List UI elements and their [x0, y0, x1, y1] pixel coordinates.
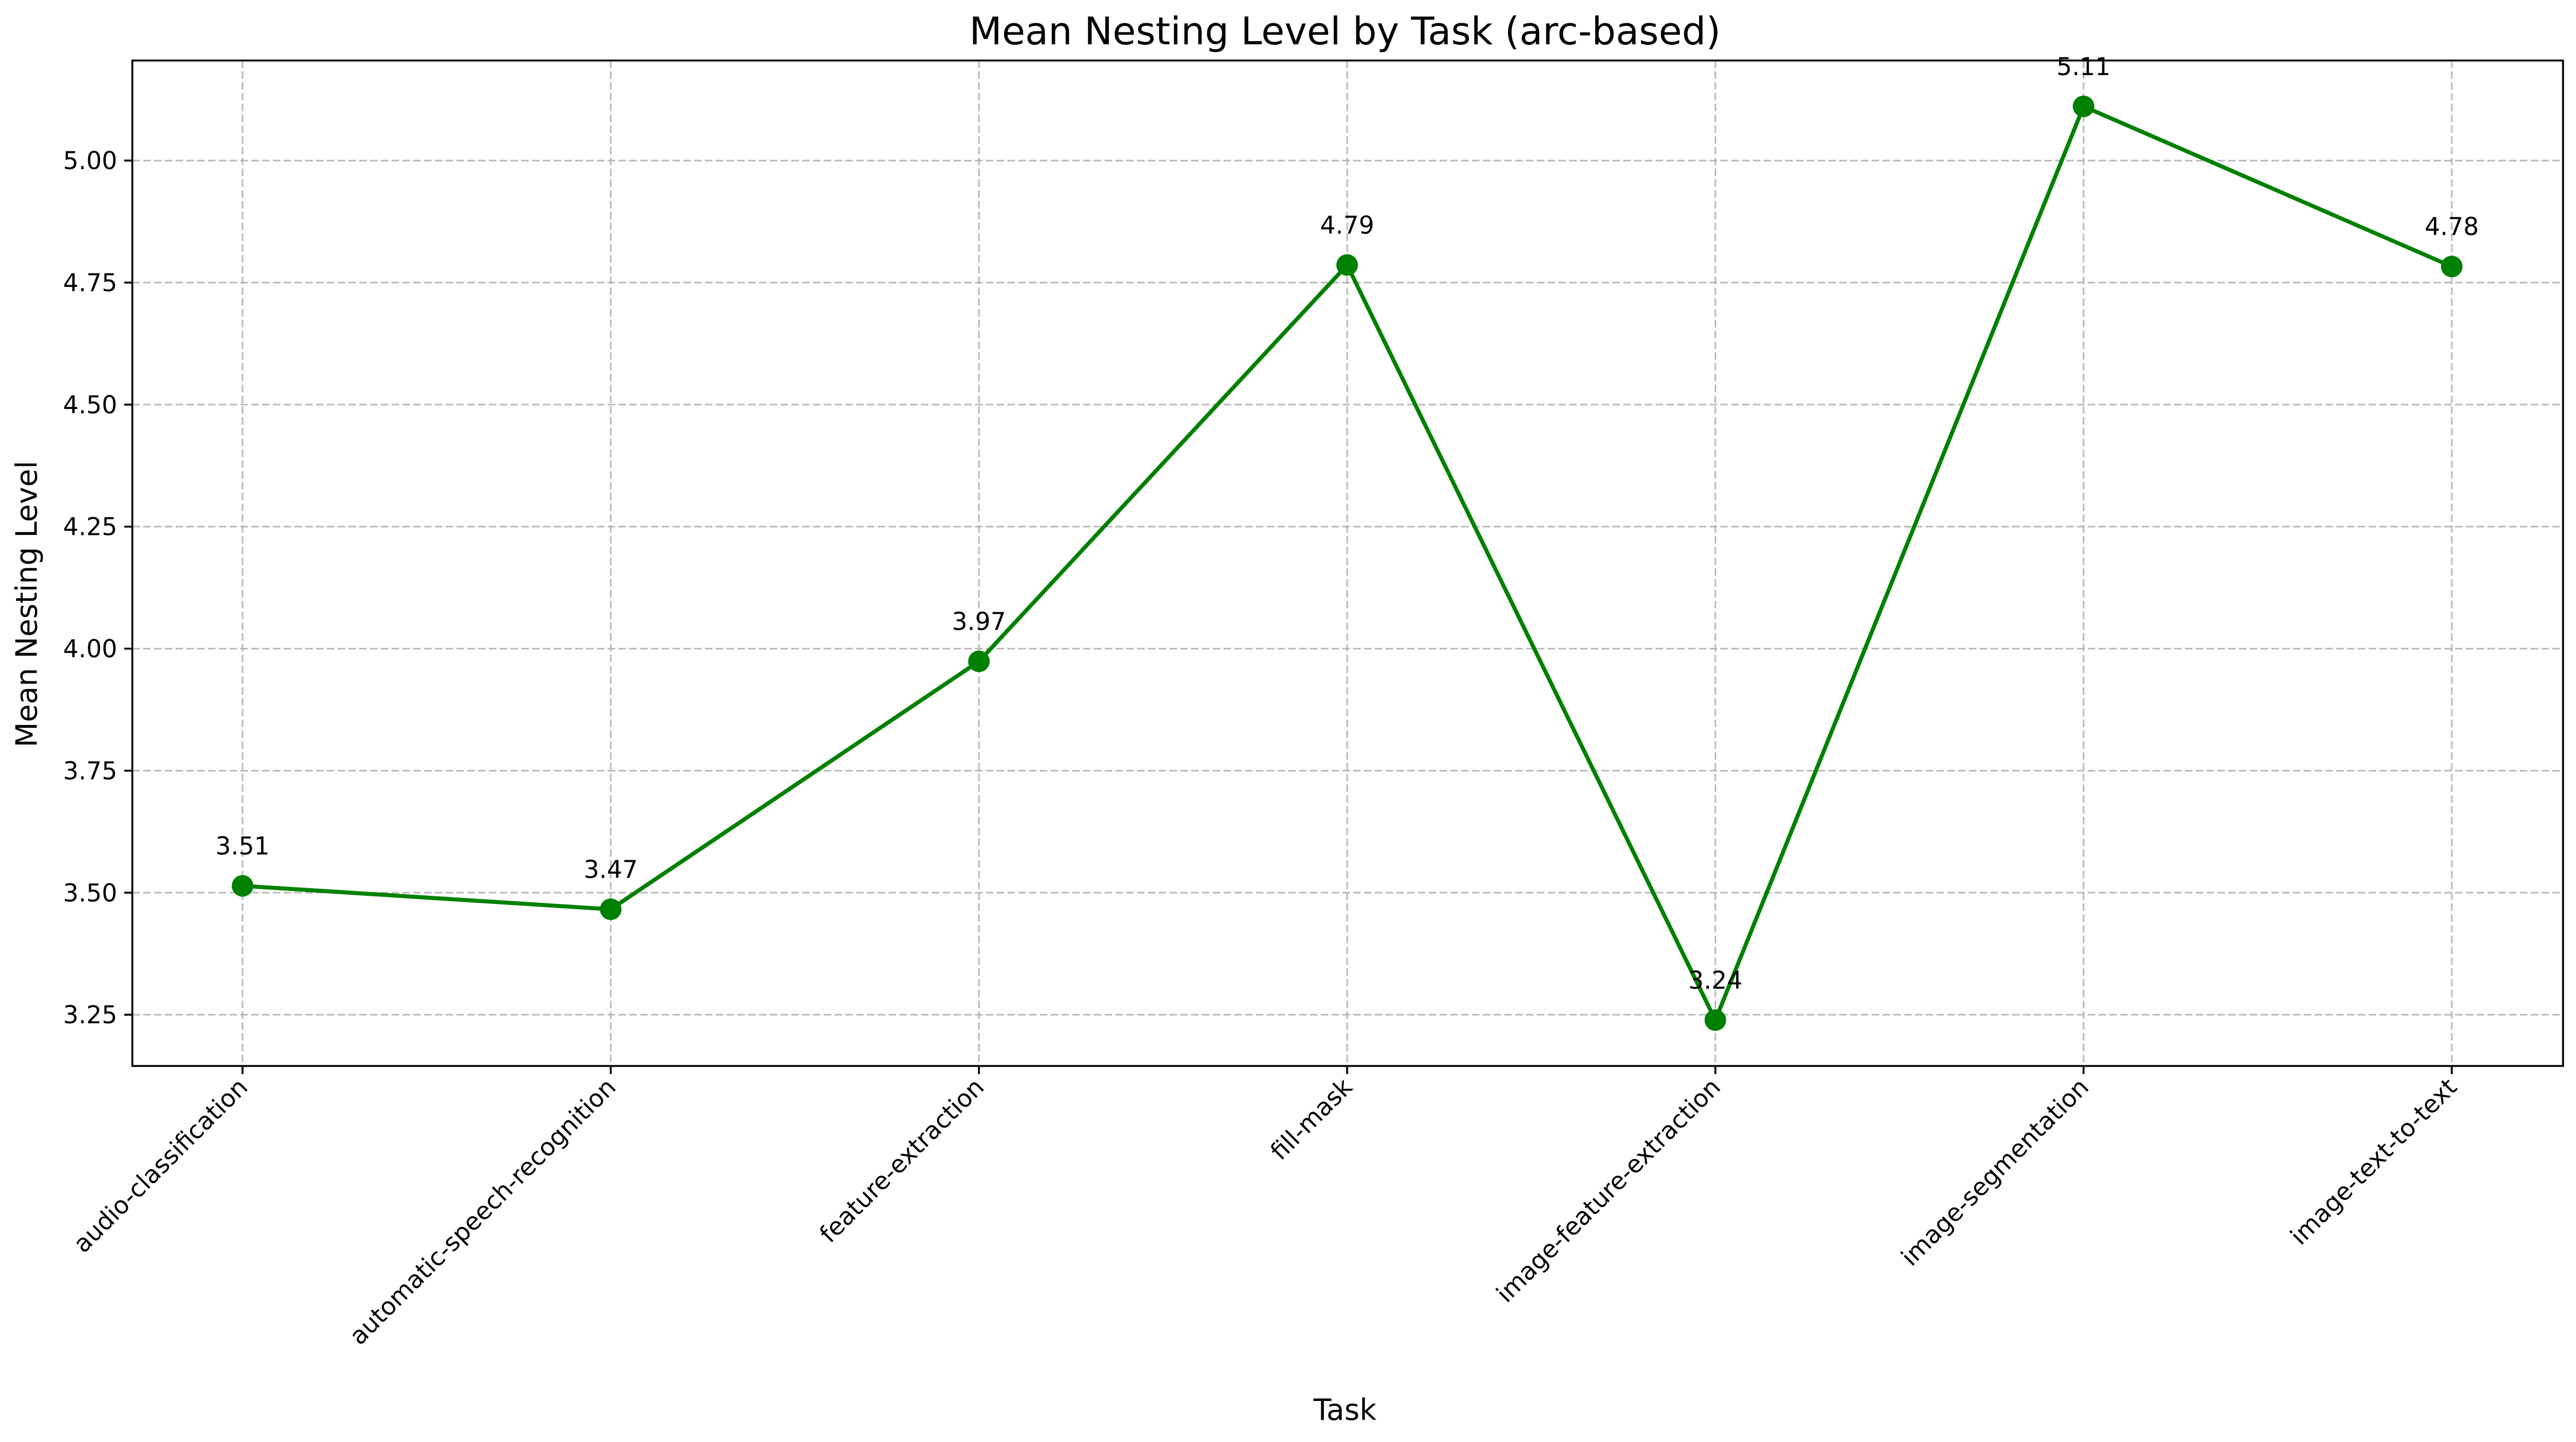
y-tick-label: 3.75	[63, 756, 117, 785]
data-label: 3.47	[584, 855, 638, 884]
y-tick-label: 4.00	[63, 635, 117, 663]
data-point	[1704, 1009, 1726, 1031]
series-layer: 3.51 3.47 3.97 4.79 3.24 5.11 4.78	[216, 52, 2479, 1031]
data-point	[968, 650, 990, 673]
data-label: 3.97	[952, 607, 1006, 636]
y-axis-label: Mean Nesting Level	[10, 461, 44, 747]
y-tick-label: 3.50	[63, 878, 117, 907]
data-label: 3.51	[216, 832, 270, 861]
data-point	[2441, 256, 2463, 278]
data-point	[1336, 254, 1358, 276]
x-axis-label: Task	[1313, 1393, 1377, 1427]
data-point	[232, 875, 253, 897]
y-tick-label: 4.50	[63, 391, 117, 419]
data-label: 5.11	[2056, 52, 2110, 81]
data-label: 4.79	[1320, 211, 1374, 240]
data-label: 4.78	[2425, 212, 2479, 241]
data-label: 3.24	[1689, 966, 1743, 995]
data-point	[2073, 95, 2095, 117]
y-tick-label: 5.00	[63, 146, 117, 175]
y-tick-label: 4.75	[63, 269, 117, 297]
chart-title: Mean Nesting Level by Task (arc-based)	[969, 9, 1720, 53]
y-tick-label: 4.25	[63, 513, 117, 541]
grid-lines	[132, 61, 2563, 1066]
y-tick-label: 3.25	[63, 1001, 117, 1029]
data-point	[600, 898, 622, 921]
